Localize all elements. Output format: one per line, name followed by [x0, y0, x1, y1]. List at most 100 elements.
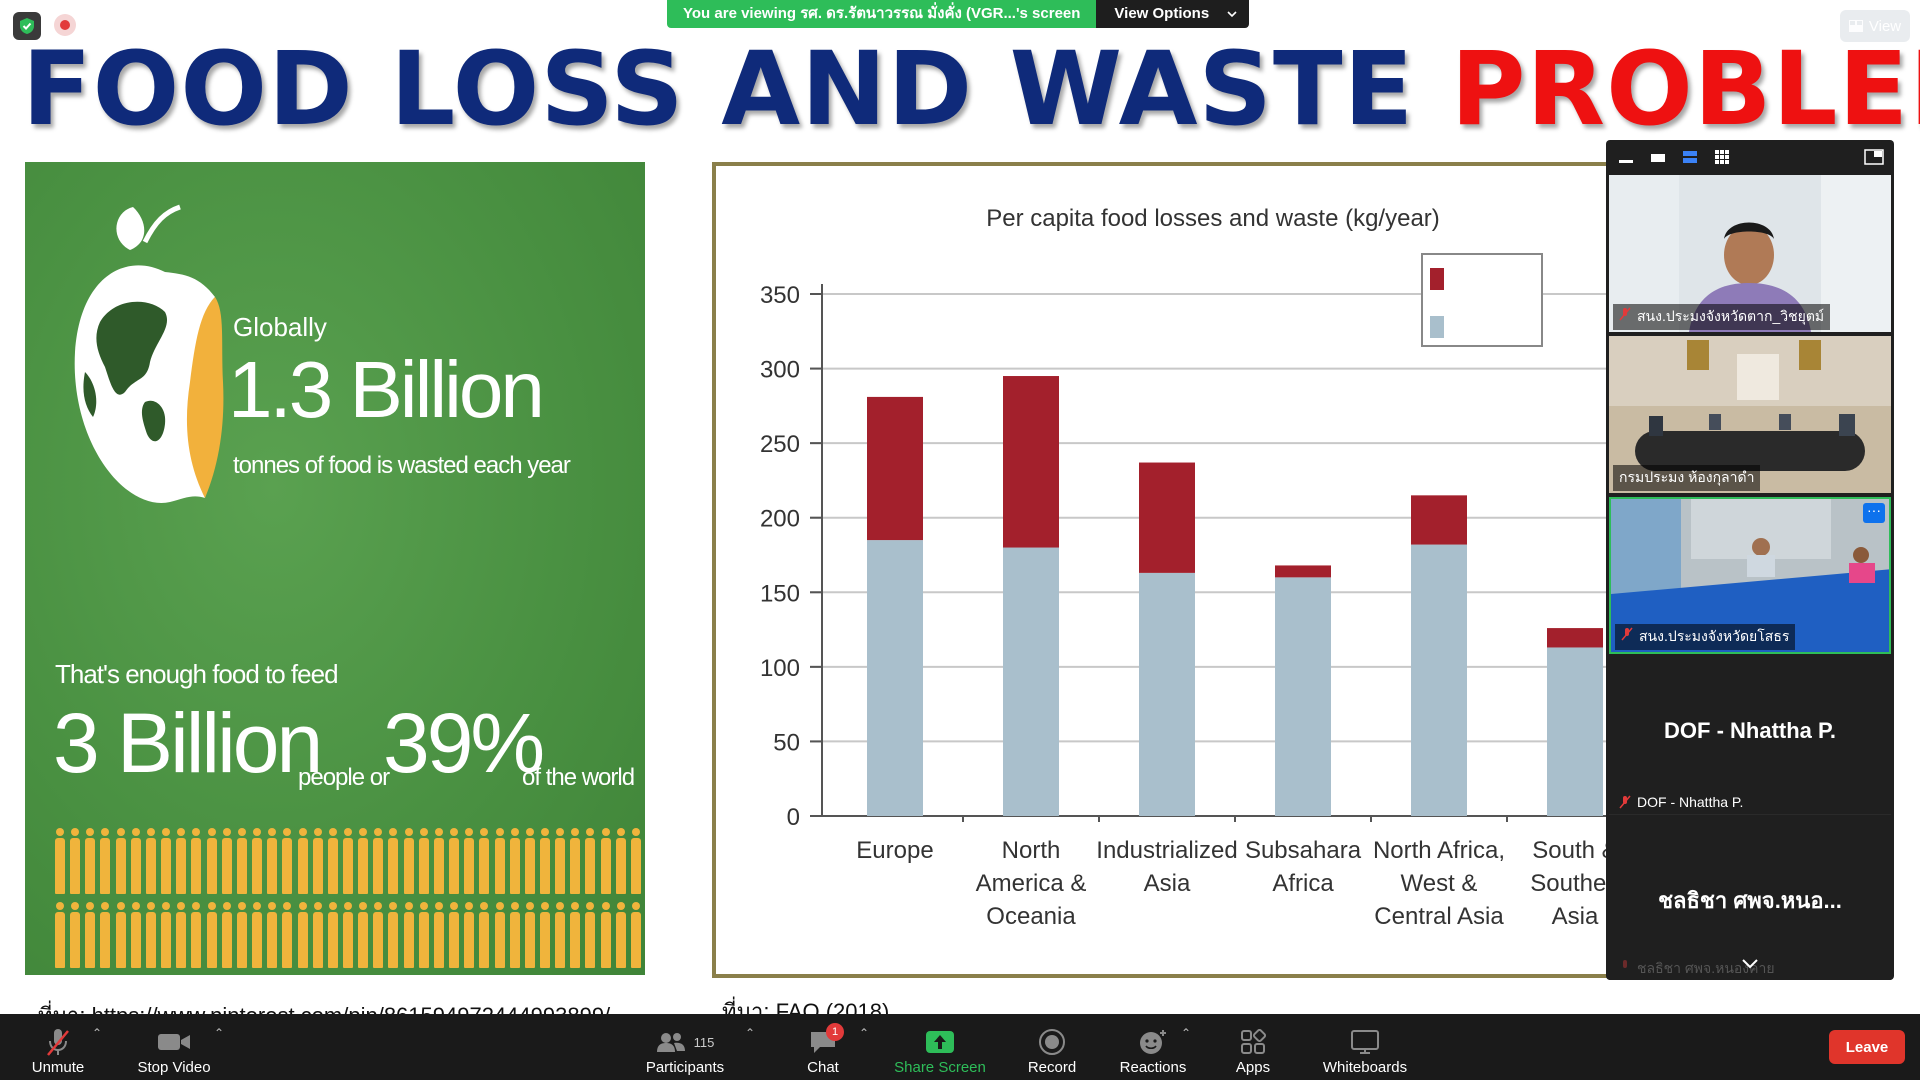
video-tile[interactable]: ··· สนง.ประมงจังหวัดยโสธร: [1609, 497, 1891, 654]
person-icon: [100, 828, 111, 894]
person-icon: [524, 828, 535, 894]
x-tick-label: Europe: [856, 837, 933, 864]
bar-segment-lower: [1275, 577, 1331, 816]
person-icon: [236, 828, 247, 894]
ellipsis-icon[interactable]: ···: [1863, 503, 1885, 523]
person-icon: [221, 902, 232, 968]
gallery-view-icon[interactable]: [1714, 149, 1730, 165]
video-tile[interactable]: ชลธิชา ศพจ.หนอ... ชลธิชา ศพจ.หนองคาย: [1609, 818, 1891, 980]
minimize-icon[interactable]: [1618, 149, 1634, 165]
video-tile[interactable]: กรมประมง ห้องกุลาดำ: [1609, 336, 1891, 493]
person-icon: [630, 902, 641, 968]
stack-view-icon[interactable]: [1682, 149, 1698, 165]
apps-button[interactable]: Apps: [1232, 1014, 1274, 1080]
bar-segment-lower: [1411, 544, 1467, 816]
muted-mic-icon: [1623, 960, 1627, 968]
person-icon: [464, 902, 475, 968]
audio-options-caret-icon[interactable]: ⌃: [92, 1026, 103, 1040]
y-tick-label: 300: [760, 357, 800, 384]
popout-icon[interactable]: [1864, 149, 1884, 165]
slide-title: FOOD LOSS AND WASTE PROBLEM: [22, 30, 1920, 150]
participant-name: กรมประมง ห้องกุลาดำ: [1613, 465, 1761, 491]
person-icon: [524, 902, 535, 968]
percent-value: 39%: [383, 696, 545, 790]
people-icons-row: [55, 828, 641, 894]
recording-indicator-icon: [54, 14, 76, 36]
food-waste-infographic: Globally 1.3 Billion tonnes of food is w…: [25, 162, 645, 975]
chat-button[interactable]: 1 Chat: [798, 1014, 848, 1080]
bar-segment-upper: [1003, 376, 1059, 548]
bar-segment-lower: [867, 540, 923, 816]
chat-badge: 1: [826, 1023, 844, 1041]
bar-segment-upper: [867, 396, 923, 541]
participant-name: สนง.ประมงจังหวัดยโสธร: [1615, 624, 1796, 650]
person-icon: [130, 828, 141, 894]
scroll-down-chevron-icon[interactable]: [1741, 958, 1759, 970]
participant-display-name: ชลธิชา ศพจ.หนอ...: [1658, 888, 1842, 913]
three-billion: 3 Billion: [53, 696, 323, 790]
chat-caret-icon[interactable]: ⌃: [859, 1026, 870, 1040]
person-icon: [570, 828, 581, 894]
participants-caret-icon[interactable]: ⌃: [745, 1026, 756, 1040]
person-icon: [373, 902, 384, 968]
participant-name: DOF - Nhattha P.: [1613, 792, 1749, 812]
record-button[interactable]: Record: [1022, 1014, 1082, 1080]
of-world-text: of the world: [522, 764, 635, 791]
person-icon: [115, 828, 126, 894]
participant-name: สนง.ประมงจังหวัดตาก_วิชยุตม์: [1613, 304, 1831, 330]
view-button[interactable]: View: [1840, 10, 1910, 42]
unmute-button[interactable]: Unmute: [18, 1014, 98, 1080]
whiteboard-icon: [1351, 1030, 1379, 1054]
reactions-button[interactable]: Reactions: [1118, 1014, 1188, 1080]
bar-segment-upper: [1547, 628, 1603, 648]
person-icon: [236, 902, 247, 968]
panel-layout-controls: [1606, 140, 1894, 174]
video-options-caret-icon[interactable]: ⌃: [214, 1026, 225, 1040]
bar-segment-lower: [1139, 572, 1195, 816]
person-icon: [403, 902, 414, 968]
reactions-caret-icon[interactable]: ⌃: [1181, 1026, 1192, 1040]
stop-video-button[interactable]: Stop Video: [128, 1014, 220, 1080]
person-icon: [176, 902, 187, 968]
person-icon: [433, 902, 444, 968]
share-screen-icon: [926, 1031, 954, 1053]
view-options-button[interactable]: View Options: [1096, 0, 1250, 28]
security-shield-icon[interactable]: [13, 12, 41, 40]
video-tile[interactable]: สนง.ประมงจังหวัดตาก_วิชยุตม์: [1609, 175, 1891, 332]
unmute-label: Unmute: [31, 1059, 85, 1076]
person-icon: [600, 902, 611, 968]
video-tile[interactable]: DOF - Nhattha P. DOF - Nhattha P.: [1609, 658, 1891, 815]
person-icon: [312, 828, 323, 894]
person-icon: [388, 828, 399, 894]
muted-mic-icon: [1619, 795, 1631, 809]
person-icon: [540, 902, 550, 968]
person-icon: [388, 902, 399, 968]
speaker-view-icon[interactable]: [1650, 149, 1666, 165]
person-icon: [342, 828, 353, 894]
person-icon: [418, 828, 429, 894]
view-options-label: View Options: [1114, 5, 1210, 22]
y-tick-label: 100: [760, 655, 800, 682]
whiteboards-button[interactable]: Whiteboards: [1315, 1014, 1415, 1080]
leave-button[interactable]: Leave: [1829, 1030, 1905, 1064]
person-icon: [55, 902, 65, 968]
person-icon: [600, 828, 611, 894]
chevron-down-icon: [1227, 11, 1237, 18]
person-icon: [206, 828, 217, 894]
person-icon: [555, 828, 566, 894]
tonnes-text: tonnes of food is wasted each year: [233, 452, 571, 479]
view-button-label: View: [1868, 17, 1902, 35]
person-icon: [85, 902, 96, 968]
muted-microphone-icon: [47, 1029, 69, 1056]
person-icon: [252, 902, 263, 968]
person-icon: [206, 902, 217, 968]
muted-mic-icon: [1621, 627, 1633, 641]
share-screen-button[interactable]: Share Screen: [890, 1014, 990, 1080]
person-icon: [161, 828, 172, 894]
viewing-text: You are viewing รศ. ดร.รัตนาวรรณ มั่งคั่…: [667, 0, 1097, 28]
x-tick-label: Industrialized Asia: [1096, 837, 1237, 897]
screen-share-banner: You are viewing รศ. ดร.รัตนาวรรณ มั่งคั่…: [667, 0, 1250, 28]
participants-button[interactable]: 115 Participants: [640, 1014, 730, 1080]
person-icon: [100, 902, 111, 968]
person-icon: [297, 902, 308, 968]
